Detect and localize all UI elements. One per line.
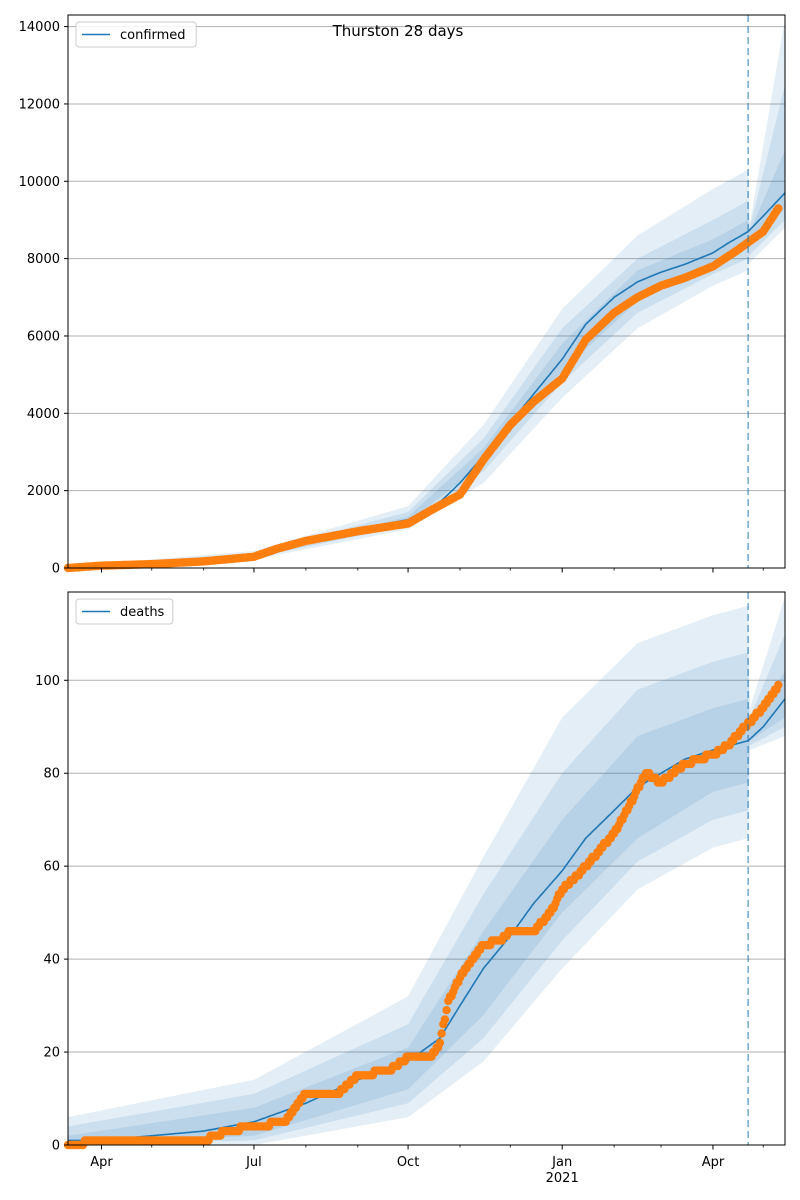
- chart-title: Thurston 28 days: [332, 22, 464, 40]
- band-outer: [68, 596, 785, 1145]
- x-tick-sublabel: 2021: [546, 1171, 579, 1186]
- y-tick-label: 4000: [27, 407, 60, 422]
- y-tick-label: 100: [35, 674, 60, 689]
- y-tick-label: 0: [52, 1139, 60, 1154]
- y-axis-ticks: 0 20 40 60 80 100: [35, 674, 68, 1154]
- legend-label: deaths: [120, 605, 165, 620]
- observed-points: [63, 680, 783, 1150]
- uncertainty-bands: [68, 596, 785, 1145]
- legend-box: [75, 21, 197, 48]
- legend[interactable]: deaths: [75, 598, 174, 625]
- legend-label: confirmed: [120, 28, 186, 43]
- x-tick-label: Jan: [551, 1155, 572, 1170]
- plot-frame: [67, 14, 786, 569]
- observed-point: [435, 1038, 445, 1048]
- x-tick-label: Apr: [90, 1155, 113, 1170]
- y-tick-label: 12000: [19, 97, 60, 112]
- observed-point: [442, 1006, 451, 1015]
- x-tick-label: Jul: [245, 1155, 262, 1170]
- observed-point: [437, 1029, 446, 1038]
- x-tick-label: Oct: [397, 1155, 419, 1170]
- y-tick-label: 10000: [19, 175, 60, 190]
- axes-frame: [67, 14, 786, 569]
- y-tick-label: 0: [52, 562, 60, 577]
- y-tick-label: 14000: [19, 20, 60, 35]
- observed-points: [63, 204, 783, 573]
- axes-frame: [67, 591, 786, 1146]
- band-inner: [68, 671, 785, 1145]
- y-gridlines: [68, 679, 785, 1053]
- legend-box: [75, 598, 174, 625]
- plot-frame: [67, 591, 786, 1146]
- observed-point: [774, 680, 783, 690]
- y-tick-label: 6000: [27, 329, 60, 344]
- x-tick-label: Apr: [702, 1155, 725, 1170]
- y-tick-label: 8000: [27, 252, 60, 267]
- band-middle: [68, 633, 785, 1145]
- y-tick-label: 40: [43, 953, 60, 968]
- observed-point: [774, 204, 783, 213]
- y-axis-ticks: 0 2000 4000 6000 8000 10000 12000 14000: [19, 20, 68, 577]
- x-axis-ticks: [101, 568, 764, 573]
- legend[interactable]: confirmed: [75, 21, 197, 48]
- model-line-path: [68, 698, 786, 1142]
- y-tick-label: 80: [43, 767, 60, 782]
- y-tick-label: 2000: [27, 484, 60, 499]
- y-gridlines: [68, 26, 785, 492]
- observed-point: [440, 1015, 450, 1024]
- y-tick-label: 20: [43, 1046, 60, 1061]
- y-tick-label: 60: [43, 860, 60, 875]
- model-line: [68, 698, 786, 1142]
- confirmed-panel: 0 2000 4000 6000 8000 10000 12000 14000 confirm…: [19, 14, 786, 577]
